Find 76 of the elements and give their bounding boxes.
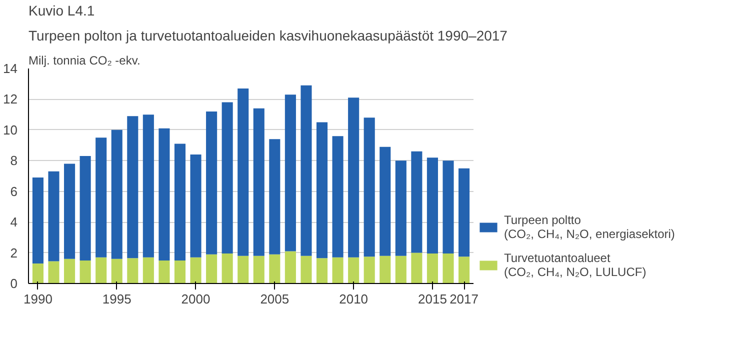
bar — [426, 158, 438, 254]
bar — [158, 128, 170, 260]
bar — [80, 260, 91, 284]
x-tick-label: 2017 — [450, 292, 478, 306]
bar — [411, 151, 422, 253]
bar — [32, 178, 44, 264]
y-tick-label: 2 — [10, 245, 18, 260]
x-tick-label: 2005 — [260, 292, 290, 306]
y-tick-label: 14 — [3, 61, 18, 76]
bar — [32, 264, 44, 284]
bar — [284, 251, 296, 284]
bar — [284, 94, 296, 252]
chart-subtitle: Turpeen polton ja turvetuotantoalueiden kasvihuonekaasupäästöt 1990–2017 — [28, 28, 508, 44]
y-tick-label: 12 — [3, 92, 18, 107]
x-tick-label: 2000 — [181, 292, 210, 306]
bar — [48, 261, 60, 284]
bar — [348, 98, 360, 258]
bar — [142, 257, 154, 284]
bar — [253, 256, 264, 284]
y-tick-label: 8 — [10, 153, 18, 168]
bar — [64, 164, 76, 259]
chart-title: Kuvio L4.1 — [28, 2, 95, 18]
bar — [395, 160, 406, 256]
y-tick-label: 0 — [10, 276, 18, 291]
bar — [411, 252, 422, 284]
x-tick-label: 1990 — [24, 292, 52, 306]
y-axis-title: Milj. tonnia CO₂ -ekv. — [28, 54, 140, 68]
bar — [206, 112, 218, 254]
bar — [127, 258, 138, 284]
bar — [96, 138, 107, 258]
bar — [174, 260, 186, 284]
y-tick-label: 6 — [10, 184, 18, 199]
bar — [253, 108, 264, 256]
bar — [158, 260, 170, 284]
bar — [190, 257, 202, 284]
bar — [206, 254, 218, 284]
bar — [364, 256, 375, 284]
bar — [380, 256, 391, 284]
bar — [458, 168, 470, 257]
bar — [111, 130, 122, 259]
bar — [316, 258, 328, 284]
bar — [442, 160, 454, 254]
bar — [442, 254, 454, 284]
y-tick-label: 4 — [10, 214, 18, 230]
bar — [269, 254, 280, 284]
bar — [300, 256, 312, 284]
bar — [300, 85, 312, 256]
bar — [458, 256, 470, 284]
bar — [174, 144, 186, 260]
bar — [142, 114, 154, 258]
legend-label: Turpeen poltto (CO₂, CH₄, N₂O, energiasektori) — [504, 213, 675, 241]
bar — [222, 254, 233, 284]
bar — [64, 258, 76, 284]
x-tick-label: 1995 — [102, 292, 132, 306]
bar — [380, 146, 391, 256]
bar — [190, 154, 202, 258]
bar — [269, 139, 280, 254]
bar — [80, 156, 91, 260]
bar — [96, 257, 107, 284]
bar — [332, 257, 344, 284]
bar — [316, 122, 328, 258]
x-tick-label: 2015 — [418, 292, 447, 306]
x-tick-label: 2010 — [339, 292, 368, 306]
bar — [111, 258, 122, 284]
bar — [222, 102, 233, 254]
bar — [348, 257, 360, 284]
y-tick-label: 10 — [3, 122, 18, 138]
bar — [364, 118, 375, 257]
bar — [238, 88, 249, 256]
bar — [395, 256, 406, 284]
bar — [238, 256, 249, 284]
legend-label: Turvetuotantoalueet (CO₂, CH₄, N₂O, LULUCF) — [504, 251, 646, 279]
bar — [48, 171, 60, 262]
bar — [332, 136, 344, 258]
bar — [127, 116, 138, 258]
bar — [426, 254, 438, 284]
